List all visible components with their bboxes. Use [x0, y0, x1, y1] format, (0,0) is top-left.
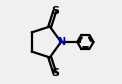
Text: S: S	[51, 6, 59, 16]
Text: S: S	[51, 68, 59, 78]
Text: N: N	[57, 37, 65, 47]
